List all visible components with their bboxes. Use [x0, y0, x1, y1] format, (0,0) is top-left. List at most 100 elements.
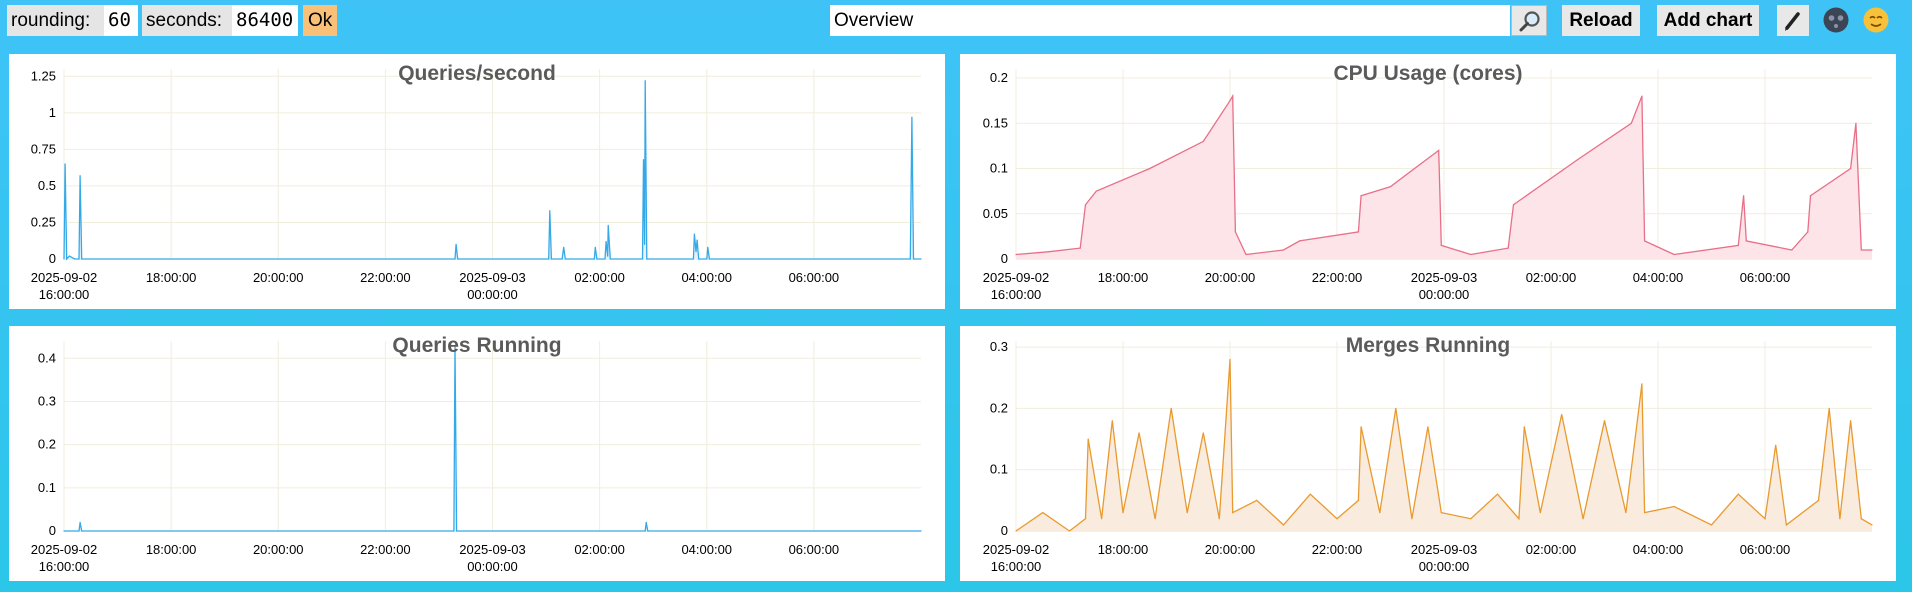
data-point [1379, 512, 1381, 514]
data-point [1256, 499, 1258, 501]
data-point [1389, 186, 1392, 188]
y-tick-label: 0.25 [31, 214, 56, 229]
data-point [1229, 100, 1231, 102]
x-tick-label: 2025-09-03 [459, 542, 526, 557]
edit-button[interactable] [1777, 5, 1809, 36]
data-point [1440, 512, 1442, 514]
data-point [1202, 432, 1204, 434]
data-point [1582, 518, 1584, 520]
data-point [1015, 530, 1017, 532]
data-point [1438, 149, 1440, 152]
data-point [456, 530, 458, 532]
data-point [1186, 512, 1188, 514]
sun-icon[interactable] [1862, 6, 1890, 34]
series-line [1015, 359, 1873, 532]
x-tick-label: 2025-09-02 [31, 542, 98, 557]
queries-running-chart: 0 0.1 0.2 0.3 0.4 2025-09-02 16:00:00 18:00:00 2… [31, 341, 922, 574]
data-point [609, 258, 611, 260]
y-tick-label: 0.15 [983, 115, 1008, 130]
x-tick-label: 2025-09-03 [1411, 270, 1478, 285]
chart-title: Queries Running [392, 334, 562, 357]
data-point [1839, 518, 1841, 520]
data-point [912, 258, 915, 260]
data-point [642, 159, 645, 161]
data-point [1710, 524, 1713, 526]
data-point [644, 243, 646, 245]
data-point [457, 258, 459, 260]
data-point [1218, 518, 1220, 520]
data-point [79, 521, 81, 523]
data-point [81, 258, 83, 260]
ok-button[interactable]: Ok [303, 5, 337, 36]
data-point [1411, 518, 1413, 520]
moon-icon[interactable] [1822, 6, 1850, 34]
series-area [1016, 96, 1872, 259]
data-point [78, 530, 80, 532]
data-point [1170, 407, 1172, 410]
data-point [455, 243, 457, 245]
dashboard-title-input[interactable]: Overview [830, 5, 1510, 36]
series-area [1016, 359, 1872, 531]
x-tick-label: 06:00:00 [1740, 542, 1791, 557]
data-point [696, 239, 698, 241]
x-tick-label: 04:00:00 [681, 542, 732, 557]
add-chart-button[interactable]: Add chart [1657, 5, 1759, 36]
reload-button[interactable]: Reload [1562, 5, 1640, 36]
data-point [1641, 95, 1643, 97]
data-point [1298, 240, 1301, 242]
data-point [1850, 420, 1852, 422]
data-point [605, 240, 607, 243]
data-point [644, 80, 646, 82]
data-point [1496, 493, 1499, 495]
data-point [695, 251, 697, 253]
data-point [78, 258, 80, 260]
data-point [1245, 253, 1247, 256]
y-tick-label: 0.3 [38, 393, 56, 408]
x-tick-label: 02:00:00 [1526, 270, 1577, 285]
toolbar: rounding: 60 seconds: 86400 Ok Overview … [0, 0, 1912, 46]
data-point [1470, 253, 1472, 256]
data-point [66, 258, 68, 260]
series-line [63, 80, 921, 261]
data-point [646, 258, 648, 260]
data-point [1850, 167, 1852, 170]
y-tick-label: 0.2 [990, 400, 1008, 415]
search-button[interactable] [1511, 5, 1547, 36]
data-point [550, 258, 553, 260]
data-point [1855, 122, 1857, 124]
data-point [596, 258, 598, 260]
seconds-input[interactable]: 86400 [232, 5, 298, 36]
x-tick-label: 16:00:00 [39, 287, 90, 302]
y-tick-label: 0.2 [38, 437, 56, 452]
data-point [1440, 244, 1442, 247]
data-point [63, 530, 65, 532]
x-tick-label: 20:00:00 [253, 270, 304, 285]
x-tick-label: 2025-09-03 [459, 270, 526, 285]
data-point [1047, 251, 1049, 253]
data-point [594, 246, 596, 248]
y-tick-label: 0.2 [990, 70, 1008, 85]
data-point [645, 521, 647, 523]
queries-per-second-chart: 0 0.25 0.5 0.75 1 1.25 2025-09-02 16:00:00 18:00… [31, 68, 922, 302]
data-point [1764, 518, 1766, 520]
x-tick-label: 18:00:00 [146, 542, 197, 557]
x-tick-label: 04:00:00 [681, 270, 732, 285]
data-point [1673, 253, 1675, 256]
data-point [1809, 195, 1812, 197]
data-point [74, 258, 76, 260]
data-point [1745, 240, 1747, 242]
x-tick-label: 22:00:00 [360, 542, 411, 557]
data-point [1360, 195, 1362, 197]
data-point [920, 258, 922, 260]
data-point [1336, 518, 1338, 520]
x-tick-label: 18:00:00 [1098, 270, 1149, 285]
chart-title: CPU Usage (cores) [1333, 62, 1523, 85]
data-point [1111, 420, 1113, 422]
data-point [693, 233, 696, 235]
data-point [1282, 524, 1285, 526]
rounding-input[interactable]: 60 [104, 5, 138, 36]
data-point [647, 530, 649, 532]
data-point [453, 530, 455, 532]
data-point [1737, 244, 1739, 247]
chart-title: Merges Running [1345, 334, 1511, 357]
